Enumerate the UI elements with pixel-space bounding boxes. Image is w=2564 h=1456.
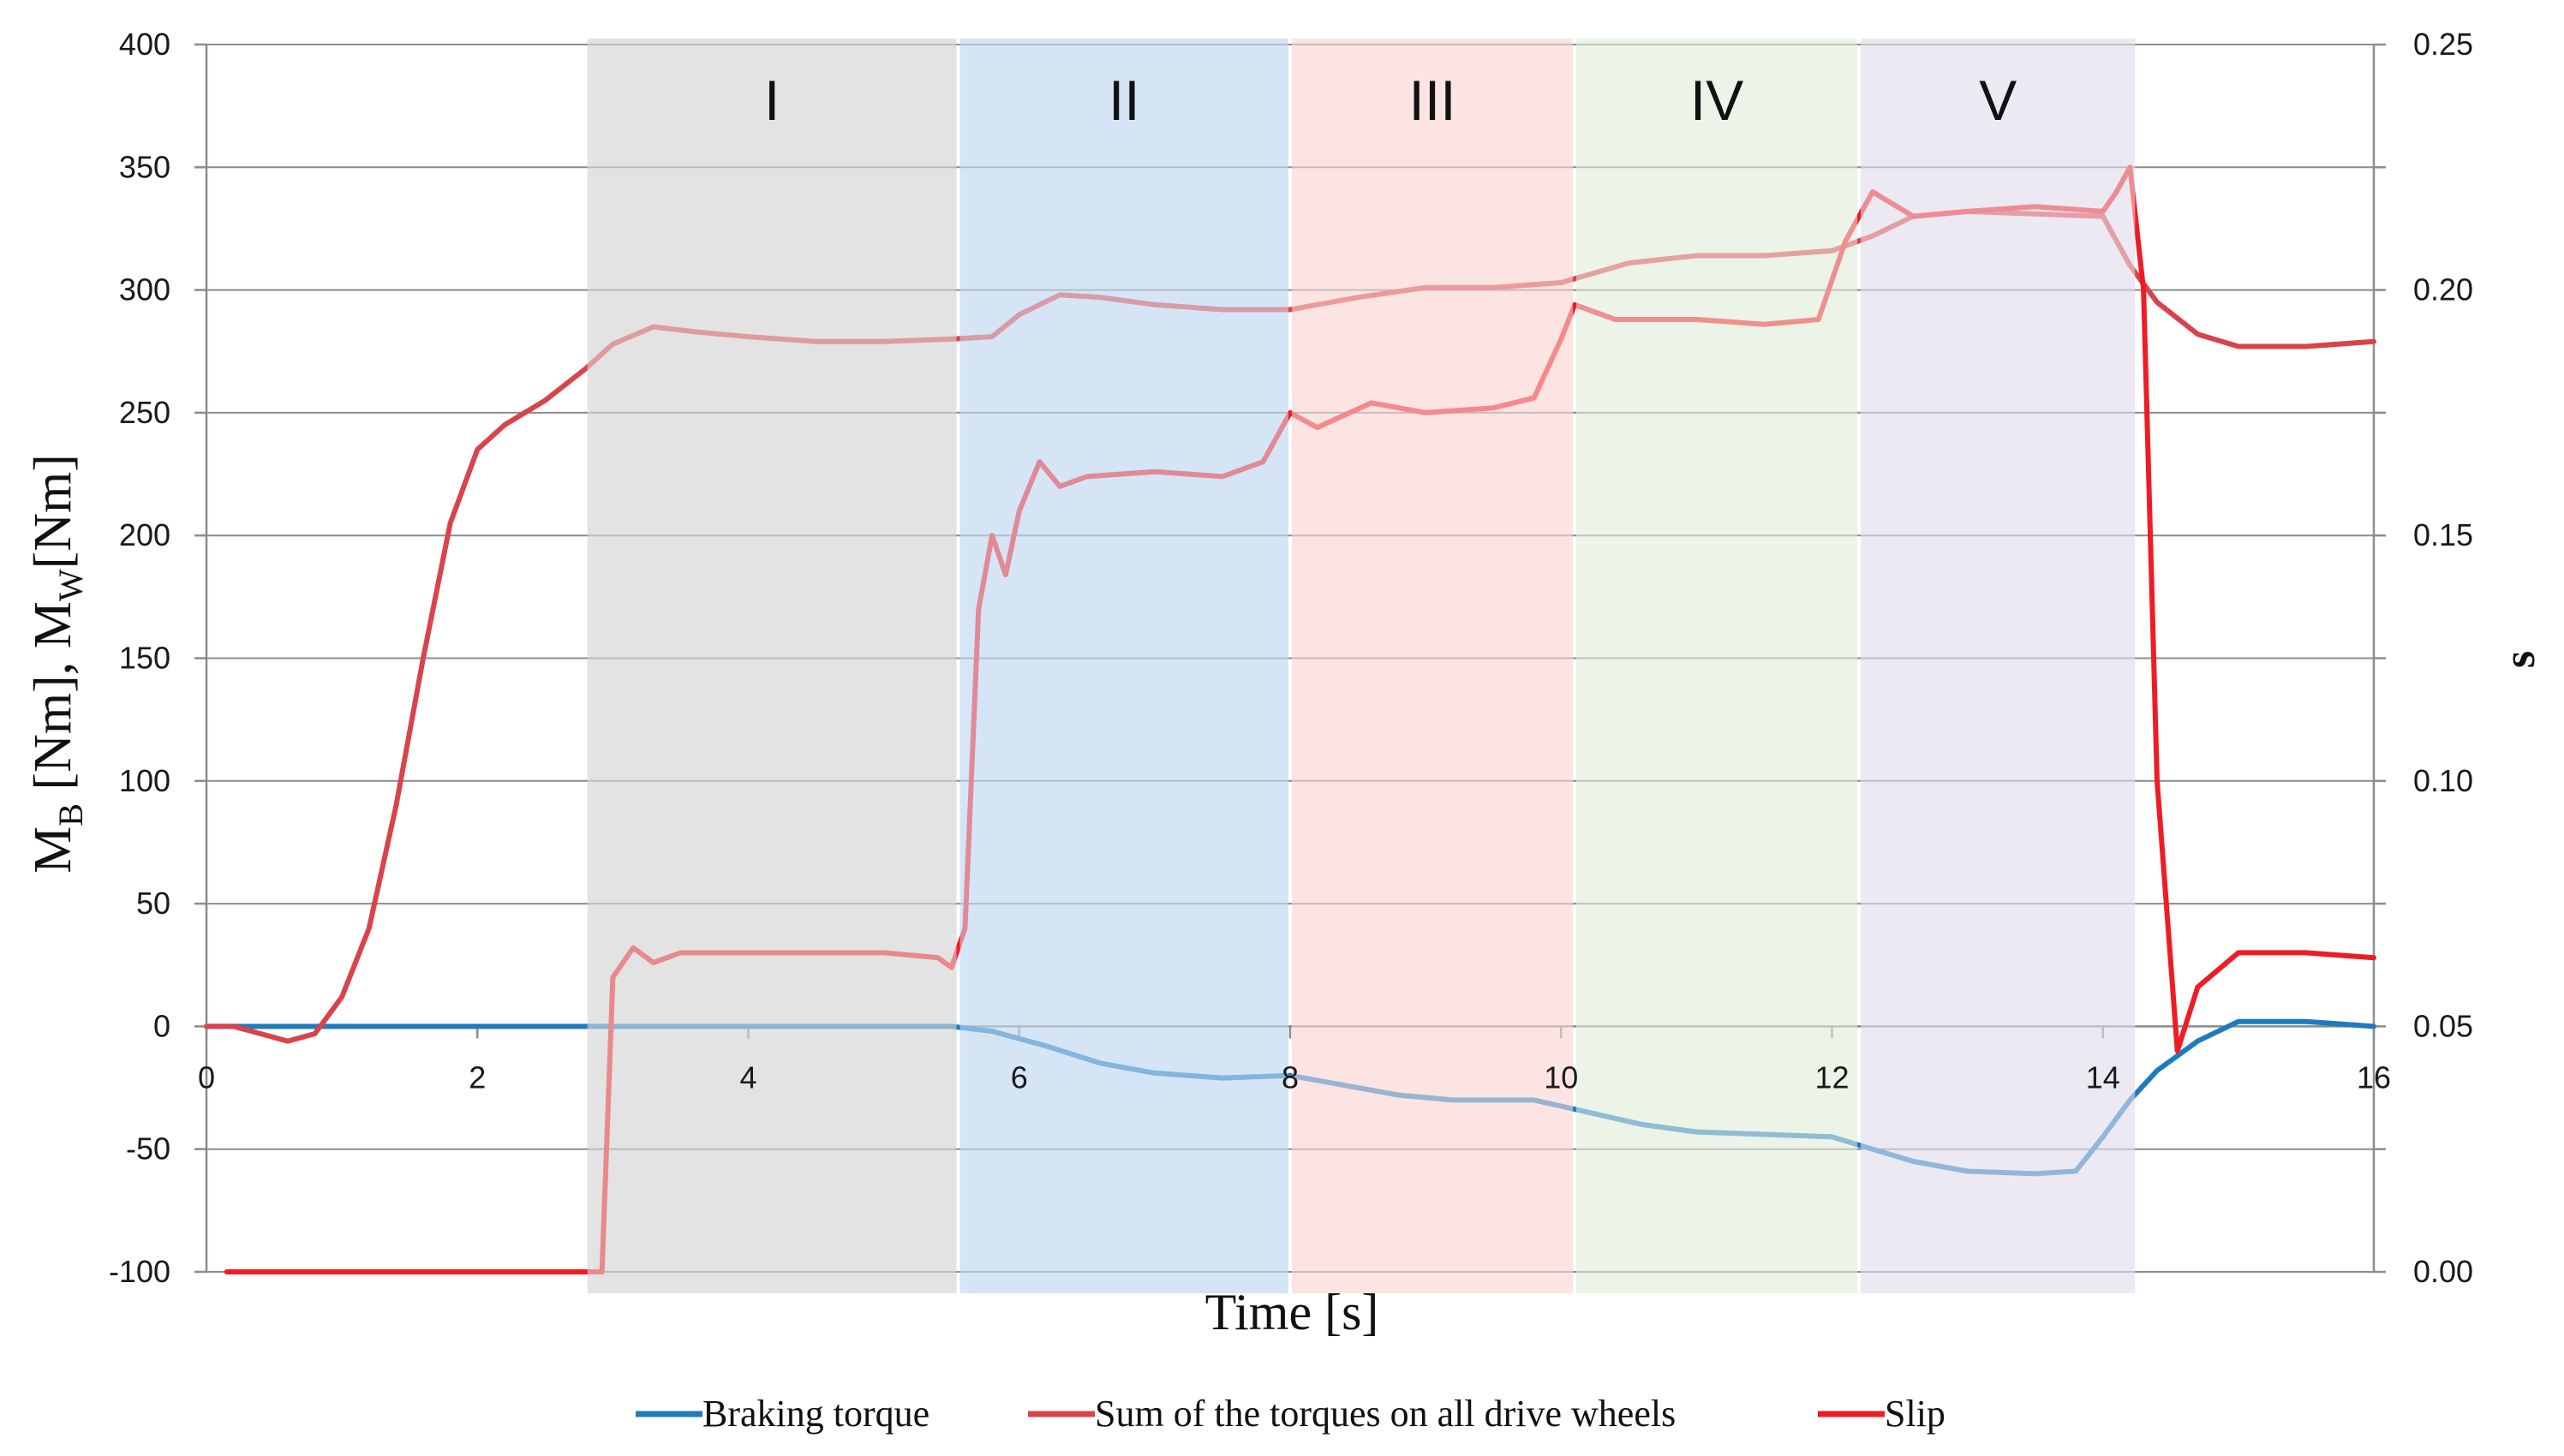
region-label-II: II	[1109, 69, 1140, 132]
y-tick-label: 50	[136, 886, 170, 921]
x-tick-label: 0	[198, 1059, 215, 1095]
x-tick-label: 8	[1282, 1059, 1299, 1095]
legend-label-sum-torques: Sum of the torques on all drive wheels	[1095, 1393, 1676, 1435]
region-overlay-V	[1861, 39, 2136, 1293]
x-tick-label: 16	[2357, 1059, 2391, 1095]
x-tick-label: 2	[469, 1059, 486, 1095]
y2-tick-label: 0.25	[2413, 27, 2473, 62]
y-tick-label: 150	[119, 641, 170, 676]
x-tick-label: 4	[739, 1059, 756, 1095]
y-tick-label: 400	[119, 27, 170, 62]
x-tick-label: 12	[1814, 1059, 1849, 1095]
y2-tick-label: 0.10	[2413, 763, 2473, 798]
legend: Braking torque Sum of the torques on all…	[636, 1393, 1945, 1435]
y2-tick-label: 0.20	[2413, 272, 2473, 307]
y2-tick-label: 0.05	[2413, 1008, 2473, 1043]
y2-tick-label: 0.15	[2413, 517, 2473, 552]
legend-label-slip: Slip	[1885, 1393, 1945, 1435]
y-tick-label: 350	[119, 149, 170, 184]
region-overlay-III	[1292, 39, 1574, 1293]
y-tick-label: 100	[119, 763, 170, 798]
y2-axis-title: s	[2495, 651, 2544, 668]
y-tick-label: 200	[119, 517, 170, 552]
region-label-III: III	[1409, 69, 1456, 132]
y-tick-label: -100	[109, 1254, 170, 1289]
region-label-IV: IV	[1690, 69, 1743, 132]
x-axis-title: Time [s]	[1205, 1284, 1379, 1340]
x-tick-label: 14	[2086, 1059, 2120, 1095]
region-overlay-IV	[1576, 39, 1858, 1293]
y-tick-label: 250	[119, 395, 170, 430]
x-tick-label: 10	[1544, 1059, 1578, 1095]
region-label-I: I	[764, 69, 780, 132]
tick-labels: 400350300250200150100500-50-1000.250.200…	[109, 27, 2473, 1289]
y-tick-label: -50	[126, 1131, 170, 1167]
y2-tick-label: 0.00	[2413, 1254, 2473, 1289]
y-axis-title: MB [Nm], MW[Nm]	[24, 454, 90, 874]
region-overlay-I	[587, 39, 957, 1293]
region-label-V: V	[1979, 69, 2017, 132]
x-tick-label: 6	[1011, 1059, 1028, 1095]
y-tick-label: 300	[119, 272, 170, 307]
legend-label-braking-torque: Braking torque	[702, 1393, 929, 1435]
region-labels: I II III IV V	[587, 39, 2136, 1293]
region-overlay-II	[959, 39, 1288, 1293]
y-tick-label: 0	[153, 1008, 170, 1043]
